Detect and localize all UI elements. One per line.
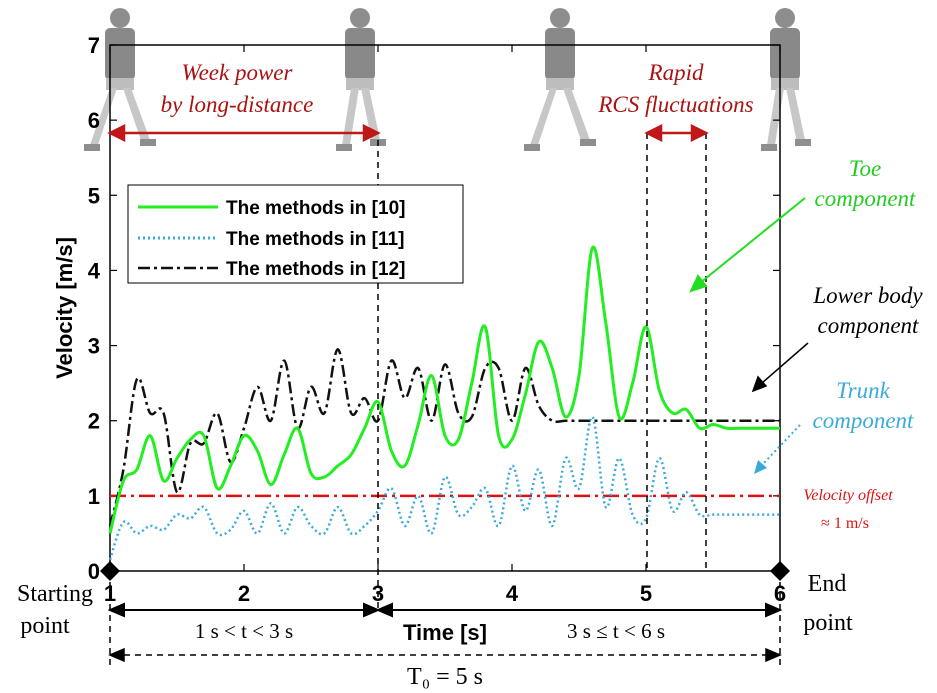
walking-person-icon bbox=[524, 8, 596, 151]
walking-person-silhouettes bbox=[84, 8, 811, 151]
velocity-offset-value: ≈ 1 m/s bbox=[821, 515, 869, 532]
y-tick-label: 6 bbox=[88, 108, 100, 133]
series-line-methods-11 bbox=[108, 415, 781, 561]
y-tick-label: 0 bbox=[88, 559, 100, 584]
walking-person-icon bbox=[336, 8, 386, 151]
interval-label-2: 3 s ≤ t < 6 s bbox=[567, 619, 665, 643]
week-power-label-1: Week power bbox=[182, 60, 294, 85]
legend: The methods in [10] The methods in [11] … bbox=[127, 184, 464, 284]
rapid-rcs-label-2: RCS fluctuations bbox=[597, 92, 753, 117]
y-axis-label: Velocity [m/s] bbox=[52, 237, 77, 379]
x-tick-label: 4 bbox=[506, 581, 519, 606]
start-point-label-1: Starting bbox=[17, 581, 93, 607]
y-axis-ticks: 0 1 2 3 4 5 6 7 bbox=[88, 33, 780, 584]
legend-label-12: The methods in [12] bbox=[226, 259, 405, 280]
x-tick-label: 5 bbox=[640, 581, 652, 606]
interval-label-1: 1 s < t < 3 s bbox=[195, 619, 293, 643]
week-power-arrow bbox=[107, 123, 381, 143]
legend-label-11: The methods in [11] bbox=[226, 229, 404, 250]
series-line-methods-10 bbox=[108, 245, 780, 534]
series-line-methods-12 bbox=[108, 348, 780, 527]
interval-arrow-2 bbox=[375, 602, 783, 618]
trunk-label-2: component bbox=[813, 408, 915, 433]
trunk-label-1: Trunk bbox=[836, 378, 890, 403]
y-tick-label: 3 bbox=[88, 334, 100, 359]
trunk-arrow-head bbox=[754, 460, 767, 474]
end-point-label-1: End bbox=[808, 571, 847, 597]
rapid-rcs-arrow bbox=[644, 123, 709, 143]
y-tick-label: 1 bbox=[88, 484, 100, 509]
toe-label-2: component bbox=[815, 186, 917, 211]
lower-body-arrow bbox=[751, 342, 809, 393]
end-point-marker bbox=[770, 561, 790, 581]
lower-body-label-1: Lower body bbox=[812, 283, 923, 308]
legend-label-10: The methods in [10] bbox=[226, 198, 405, 219]
interval-arrow-1 bbox=[107, 602, 381, 618]
start-point-marker bbox=[100, 561, 120, 581]
lower-body-label-2: component bbox=[818, 313, 920, 338]
walking-person-icon bbox=[761, 8, 811, 151]
y-tick-label: 7 bbox=[88, 33, 100, 58]
end-point-label-2: point bbox=[803, 610, 853, 636]
toe-label-1: Toe bbox=[849, 156, 881, 181]
legend-box bbox=[127, 184, 464, 284]
plot-frame bbox=[109, 44, 781, 572]
rapid-rcs-label-1: Rapid bbox=[648, 60, 704, 85]
total-period-arrow bbox=[108, 647, 782, 663]
y-tick-label: 4 bbox=[88, 258, 101, 283]
y-tick-label: 5 bbox=[88, 183, 100, 208]
velocity-offset-label: Velocity offset bbox=[803, 487, 893, 504]
y-tick-label: 2 bbox=[88, 409, 100, 434]
series-layer bbox=[108, 245, 781, 561]
x-axis-label: Time [s] bbox=[403, 620, 487, 645]
week-power-label-2: by long-distance bbox=[161, 92, 314, 117]
total-period-label: T₀ = 5 s bbox=[407, 664, 483, 690]
toe-arrow bbox=[689, 197, 806, 293]
start-point-label-2: point bbox=[20, 613, 70, 639]
x-tick-label: 2 bbox=[238, 581, 250, 606]
